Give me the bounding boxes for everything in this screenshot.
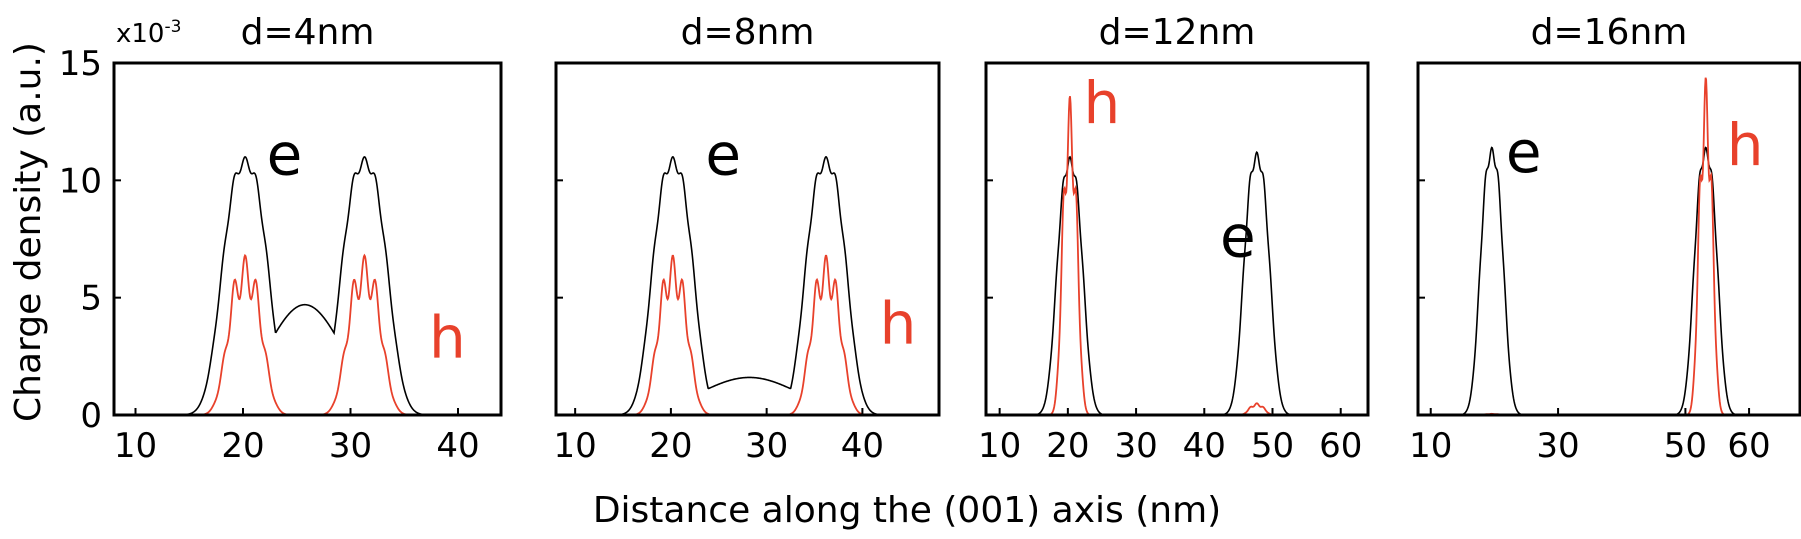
x-tick-label: 40: [1183, 426, 1226, 466]
panel-title: d=4nm: [241, 12, 375, 53]
plot-frame: [554, 61, 941, 417]
scale-factor: x10-3: [116, 17, 181, 49]
x-tick-label: 60: [1319, 426, 1362, 466]
panel-title: d=16nm: [1531, 12, 1688, 53]
scale-exponent: -3: [164, 17, 181, 37]
series-annotation-h: h: [1727, 111, 1764, 179]
series-line-e: [1418, 146, 1800, 416]
scale-base: x10: [116, 19, 164, 49]
x-tick-label: 30: [329, 426, 372, 466]
y-tick-label: 10: [59, 161, 102, 201]
x-tick-label: 20: [649, 426, 692, 466]
panel-1: d=4nm 10 20 30 40 0 5 10 15 e h: [59, 12, 503, 466]
series-annotation-h: h: [429, 304, 466, 372]
x-tick-label: 40: [841, 426, 884, 466]
x-tick-label: 50: [1664, 426, 1707, 466]
plot-frame: [1416, 61, 1801, 417]
x-tick-label: 10: [114, 426, 157, 466]
series-annotation-e: e: [1220, 203, 1256, 271]
series-annotation-e: e: [705, 121, 741, 189]
x-axis-label: Distance along the (001) axis (nm): [593, 490, 1221, 531]
x-tick-label: 10: [978, 426, 1021, 466]
series-annotation-e: e: [267, 121, 303, 189]
series-line-e: [986, 151, 1368, 416]
panel-2: d=8nm 10 20 30 40 e h: [554, 12, 941, 466]
panel-3: d=12nm 10 20 30 40 50 60 h e: [978, 12, 1370, 466]
series-line-e: [556, 156, 939, 416]
x-tick-label: 60: [1727, 426, 1770, 466]
panel-4: d=16nm 10 30 50 60 e h: [1409, 12, 1801, 466]
panel-title: d=8nm: [681, 12, 815, 53]
x-tick-label: 50: [1251, 426, 1294, 466]
x-tick-label: 30: [745, 426, 788, 466]
series-annotation-e: e: [1506, 118, 1542, 186]
x-tick-label: 30: [1114, 426, 1157, 466]
y-tick-label: 15: [59, 44, 102, 84]
panel-title: d=12nm: [1099, 12, 1256, 53]
plot-frame: [984, 61, 1370, 417]
x-tick-label: 10: [554, 426, 597, 466]
plot-frame: [112, 61, 503, 417]
x-tick-label: 30: [1536, 426, 1579, 466]
series-annotation-h: h: [1084, 69, 1121, 137]
series-line-h: [986, 95, 1368, 416]
y-tick-label: 0: [80, 396, 102, 436]
x-tick-label: 40: [436, 426, 479, 466]
x-tick-label: 20: [221, 426, 264, 466]
x-tick-label: 20: [1046, 426, 1089, 466]
y-axis-label: Charge density (a.u.): [8, 42, 49, 422]
x-tick-label: 10: [1409, 426, 1452, 466]
series-line-e: [114, 155, 501, 416]
series-annotation-h: h: [880, 289, 917, 357]
y-tick-label: 5: [80, 279, 102, 319]
